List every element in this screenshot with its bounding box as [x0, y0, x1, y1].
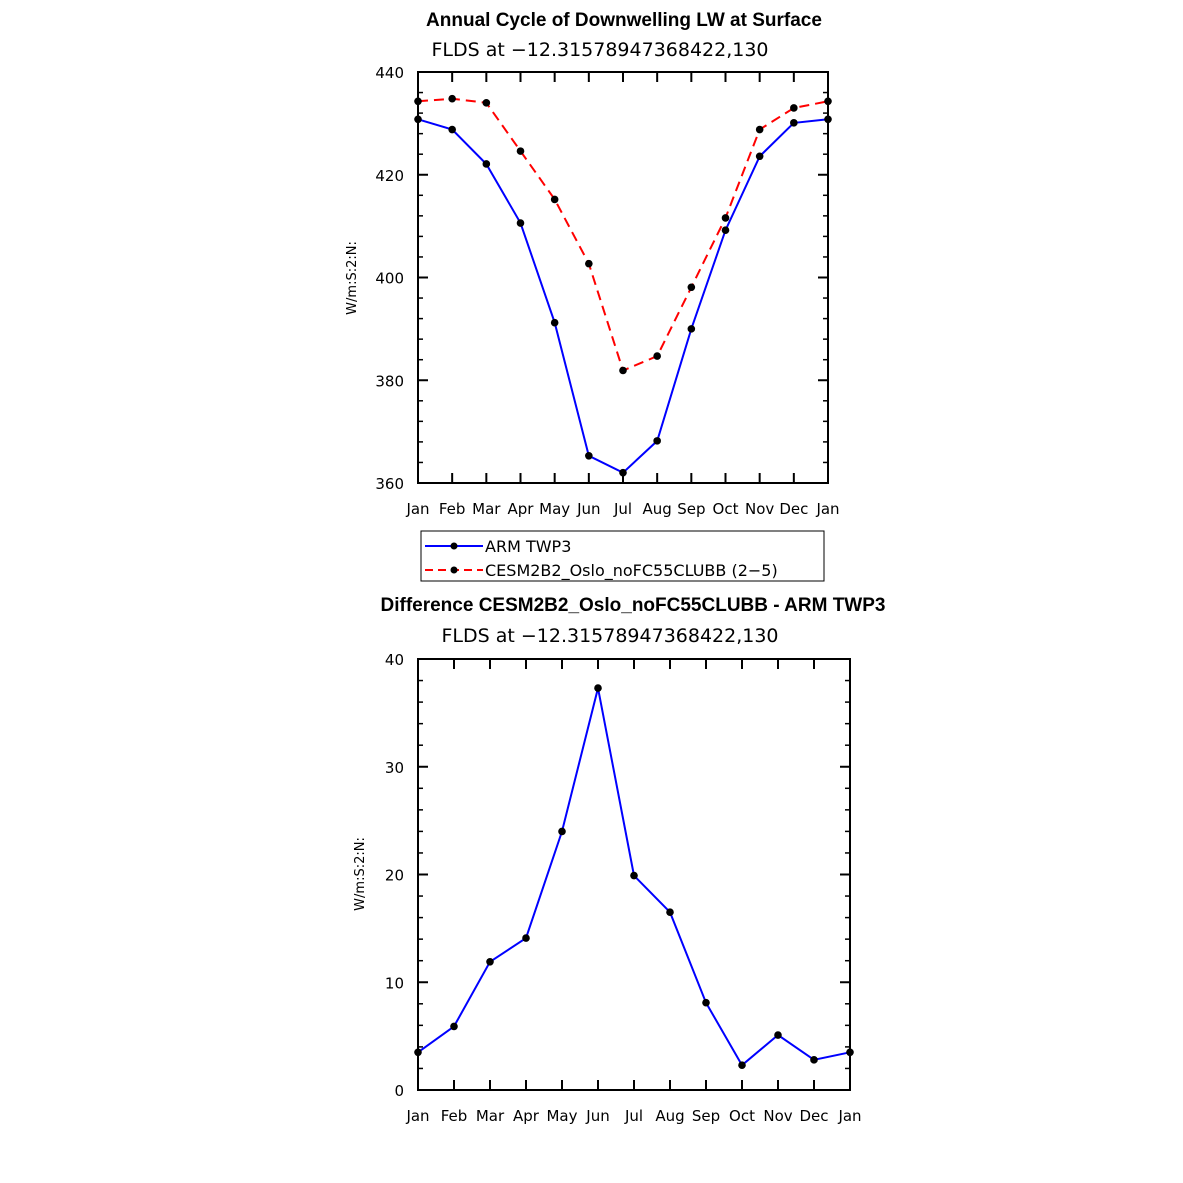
bottom-series-0-point — [522, 934, 530, 942]
top-series-0-point — [721, 226, 730, 235]
legend-box — [420, 530, 825, 582]
top-series-0-point — [653, 437, 661, 445]
top-chart-title: Annual Cycle of Downwelling LW at Surfac… — [426, 10, 822, 31]
top-plot-frame — [417, 71, 829, 484]
top-series-1-point — [755, 125, 764, 134]
top-series-0-point — [619, 468, 627, 477]
top-xtick-label: Nov — [745, 500, 774, 518]
bottom-xtick-label: Jun — [585, 1107, 609, 1125]
top-ytick-label: 400 — [375, 270, 404, 288]
top-series-0-point — [585, 451, 593, 460]
top-ytick-label: 440 — [375, 64, 404, 82]
bottom-series-0-point — [630, 871, 638, 880]
bottom-xtick-label: Jan — [837, 1107, 861, 1125]
bottom-xtick-label: Feb — [441, 1107, 468, 1125]
top-xtick-label: Oct — [713, 500, 739, 518]
top-series-1-point — [824, 97, 832, 106]
top-series-0-point — [687, 325, 696, 333]
top-series-0-point — [824, 115, 832, 124]
bottom-xtick-label: Aug — [655, 1107, 684, 1125]
top-xtick-label: Dec — [779, 500, 808, 518]
top-series-1-point — [585, 259, 593, 268]
top-series-1-point — [414, 97, 422, 106]
top-series-1-point — [653, 352, 661, 360]
top-series-1-point — [790, 104, 798, 112]
top-xtick-label: Apr — [508, 500, 535, 518]
bottom-ytick-label: 20 — [385, 867, 404, 885]
legend-label-cesm: CESM2B2_Oslo_noFC55CLUBB (2−5) — [485, 561, 778, 581]
top-series-1-point — [516, 147, 525, 155]
bottom-xtick-label: Sep — [692, 1107, 720, 1125]
bottom-chart-ylabel: W/m:S:2:N: — [353, 837, 368, 911]
top-ytick-label: 360 — [375, 475, 404, 493]
bottom-xtick-label: Nov — [763, 1107, 792, 1125]
top-xtick-label: Feb — [439, 500, 466, 518]
bottom-ytick-label: 30 — [385, 759, 404, 777]
bottom-xtick-label: May — [546, 1107, 577, 1125]
top-series-0-point — [482, 160, 491, 168]
bottom-series-0-point — [594, 684, 602, 692]
bottom-xtick-label: Mar — [476, 1107, 505, 1125]
top-xtick-label: Jan — [815, 500, 839, 518]
bottom-xtick-label: Jul — [624, 1107, 643, 1125]
top-series-0-point — [414, 115, 422, 124]
bottom-chart-title: Difference CESM2B2_Oslo_noFC55CLUBB - AR… — [381, 595, 886, 616]
bottom-series-0-point — [666, 908, 674, 917]
legend-marker-cesm — [450, 566, 458, 574]
top-series-1-point — [721, 214, 730, 222]
bottom-xtick-label: Apr — [513, 1107, 540, 1125]
top-series-0-point — [790, 119, 798, 127]
bottom-ytick-label: 10 — [385, 974, 404, 992]
bottom-series-0-point — [486, 957, 494, 966]
bottom-chart-subtitle: FLDS at −12.31578947368422,130 — [441, 625, 778, 647]
legend-marker-arm — [450, 542, 458, 550]
bottom-series-0-point — [846, 1048, 854, 1057]
top-series-1-point — [482, 99, 491, 107]
top-series-0-point — [755, 152, 764, 161]
top-series-0-point — [448, 125, 456, 134]
difference-chart: Difference CESM2B2_Oslo_noFC55CLUBB - AR… — [353, 595, 885, 1125]
top-xtick-label: Jul — [613, 500, 632, 518]
top-chart-ylabel: W/m:S:2:N: — [345, 241, 360, 315]
top-xtick-label: May — [539, 500, 570, 518]
top-series-line-0 — [417, 118, 829, 474]
top-series-0-point — [550, 318, 559, 327]
bottom-series-0-point — [774, 1031, 782, 1039]
bottom-series-0-point — [810, 1056, 818, 1064]
top-ytick-label: 380 — [375, 372, 404, 390]
top-chart-legend: ARM TWP3 CESM2B2_Oslo_noFC55CLUBB (2−5) — [420, 530, 825, 582]
top-series-0-point — [516, 219, 525, 227]
top-xtick-label: Jan — [405, 500, 429, 518]
annual-cycle-chart: Annual Cycle of Downwelling LW at Surfac… — [345, 10, 840, 582]
bottom-series-0-point — [450, 1022, 458, 1031]
bottom-ytick-label: 40 — [385, 651, 404, 669]
top-ytick-label: 420 — [375, 167, 404, 185]
top-series-1-point — [448, 94, 456, 103]
top-xtick-label: Aug — [643, 500, 672, 518]
top-xtick-label: Mar — [472, 500, 501, 518]
bottom-xtick-label: Jan — [405, 1107, 429, 1125]
top-series-line-1 — [417, 97, 829, 372]
top-xtick-label: Jun — [576, 500, 600, 518]
top-series-1-point — [619, 366, 627, 375]
top-series-1-point — [687, 283, 696, 292]
top-xtick-label: Sep — [677, 500, 705, 518]
bottom-series-0-point — [738, 1061, 746, 1070]
bottom-ytick-label: 0 — [394, 1082, 404, 1100]
bottom-series-0-point — [558, 827, 566, 836]
bottom-series-0-point — [702, 998, 710, 1007]
top-series-1-point — [550, 195, 559, 204]
legend-label-arm: ARM TWP3 — [485, 537, 571, 556]
bottom-xtick-label: Oct — [729, 1107, 755, 1125]
bottom-xtick-label: Dec — [799, 1107, 828, 1125]
top-chart-subtitle: FLDS at −12.31578947368422,130 — [431, 39, 768, 61]
bottom-series-0-point — [414, 1048, 422, 1057]
